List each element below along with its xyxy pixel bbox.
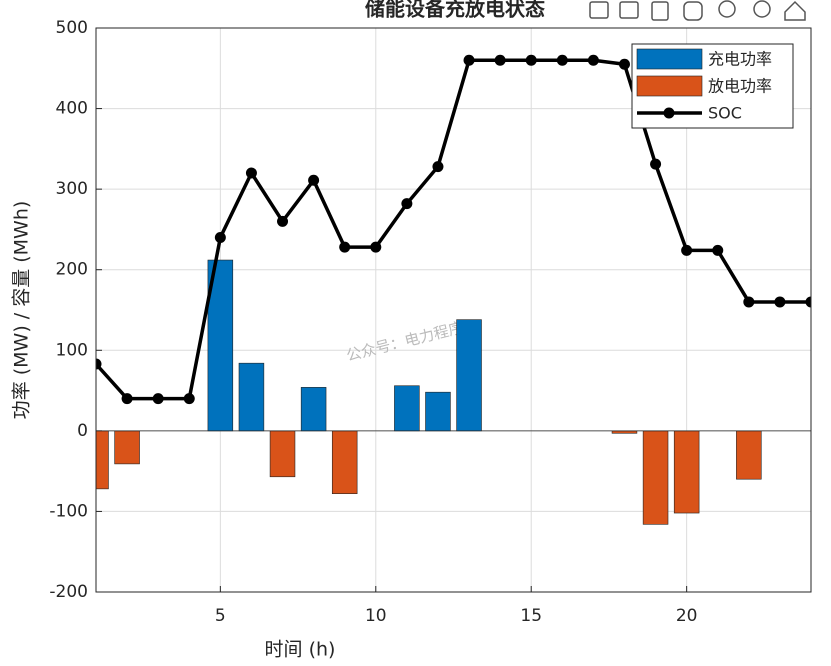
y-tick-label: 300 — [56, 179, 88, 199]
y-tick-label: 0 — [77, 421, 88, 441]
marker — [774, 296, 786, 308]
toolbar-icon[interactable] — [718, 0, 736, 18]
plot-content — [96, 54, 811, 525]
legend-swatch — [636, 48, 703, 70]
bar — [456, 319, 482, 432]
x-axis-label: 时间 (h) — [265, 639, 336, 661]
bar — [238, 362, 265, 432]
legend-label: SOC — [708, 104, 742, 123]
marker — [308, 174, 320, 186]
bar — [114, 430, 140, 465]
marker — [712, 244, 724, 256]
marker — [96, 358, 102, 370]
marker — [525, 54, 537, 66]
axes-box — [95, 27, 812, 593]
toolbar-icon[interactable] — [589, 1, 609, 19]
marker — [245, 167, 257, 179]
y-tick-label: 200 — [56, 260, 88, 280]
y-tick-label: -100 — [49, 501, 88, 521]
marker — [214, 231, 226, 243]
x-tick-label: 10 — [365, 606, 387, 626]
toolbar[interactable] — [589, 0, 806, 21]
marker — [494, 54, 506, 66]
bar — [269, 430, 296, 478]
marker — [152, 393, 164, 405]
marker — [432, 161, 444, 173]
marker — [556, 54, 568, 66]
x-tick-label: 15 — [520, 606, 542, 626]
legend-swatch — [663, 107, 675, 119]
marker — [401, 198, 413, 210]
y-tick-label: -200 — [49, 582, 88, 602]
y-tick-label: 500 — [56, 18, 88, 38]
marker — [650, 158, 662, 170]
marker — [121, 393, 133, 405]
marker — [743, 296, 755, 308]
x-tick-label: 5 — [215, 606, 226, 626]
marker — [370, 241, 382, 253]
toolbar-icon[interactable] — [683, 1, 703, 21]
marker — [463, 54, 475, 66]
toolbar-icon[interactable] — [619, 1, 639, 19]
bar — [425, 391, 451, 432]
x-tick-label: 20 — [676, 606, 698, 626]
legend-label: 放电功率 — [708, 77, 772, 96]
chart-title: 储能设备充放电状态 — [365, 0, 545, 21]
y-tick-label: 100 — [56, 340, 88, 360]
marker — [805, 296, 811, 308]
bar — [673, 430, 700, 514]
marker — [277, 215, 289, 227]
marker — [681, 244, 693, 256]
legend-label: 充电功率 — [708, 50, 772, 69]
marker — [339, 241, 351, 253]
marker — [587, 54, 599, 66]
marker — [183, 393, 195, 405]
legend-swatch — [636, 75, 703, 97]
y-axis-label: 功率 (MW) / 容量 (MWh) — [11, 201, 33, 420]
marker — [618, 58, 630, 70]
bar — [394, 385, 420, 432]
bar — [736, 430, 762, 480]
y-tick-label: 400 — [56, 99, 88, 119]
bar — [331, 430, 358, 495]
toolbar-icon[interactable] — [784, 0, 806, 21]
bar — [300, 387, 327, 432]
toolbar-icon[interactable] — [753, 0, 771, 18]
toolbar-icon[interactable] — [651, 1, 669, 21]
bar — [642, 430, 669, 525]
bar — [96, 430, 109, 490]
